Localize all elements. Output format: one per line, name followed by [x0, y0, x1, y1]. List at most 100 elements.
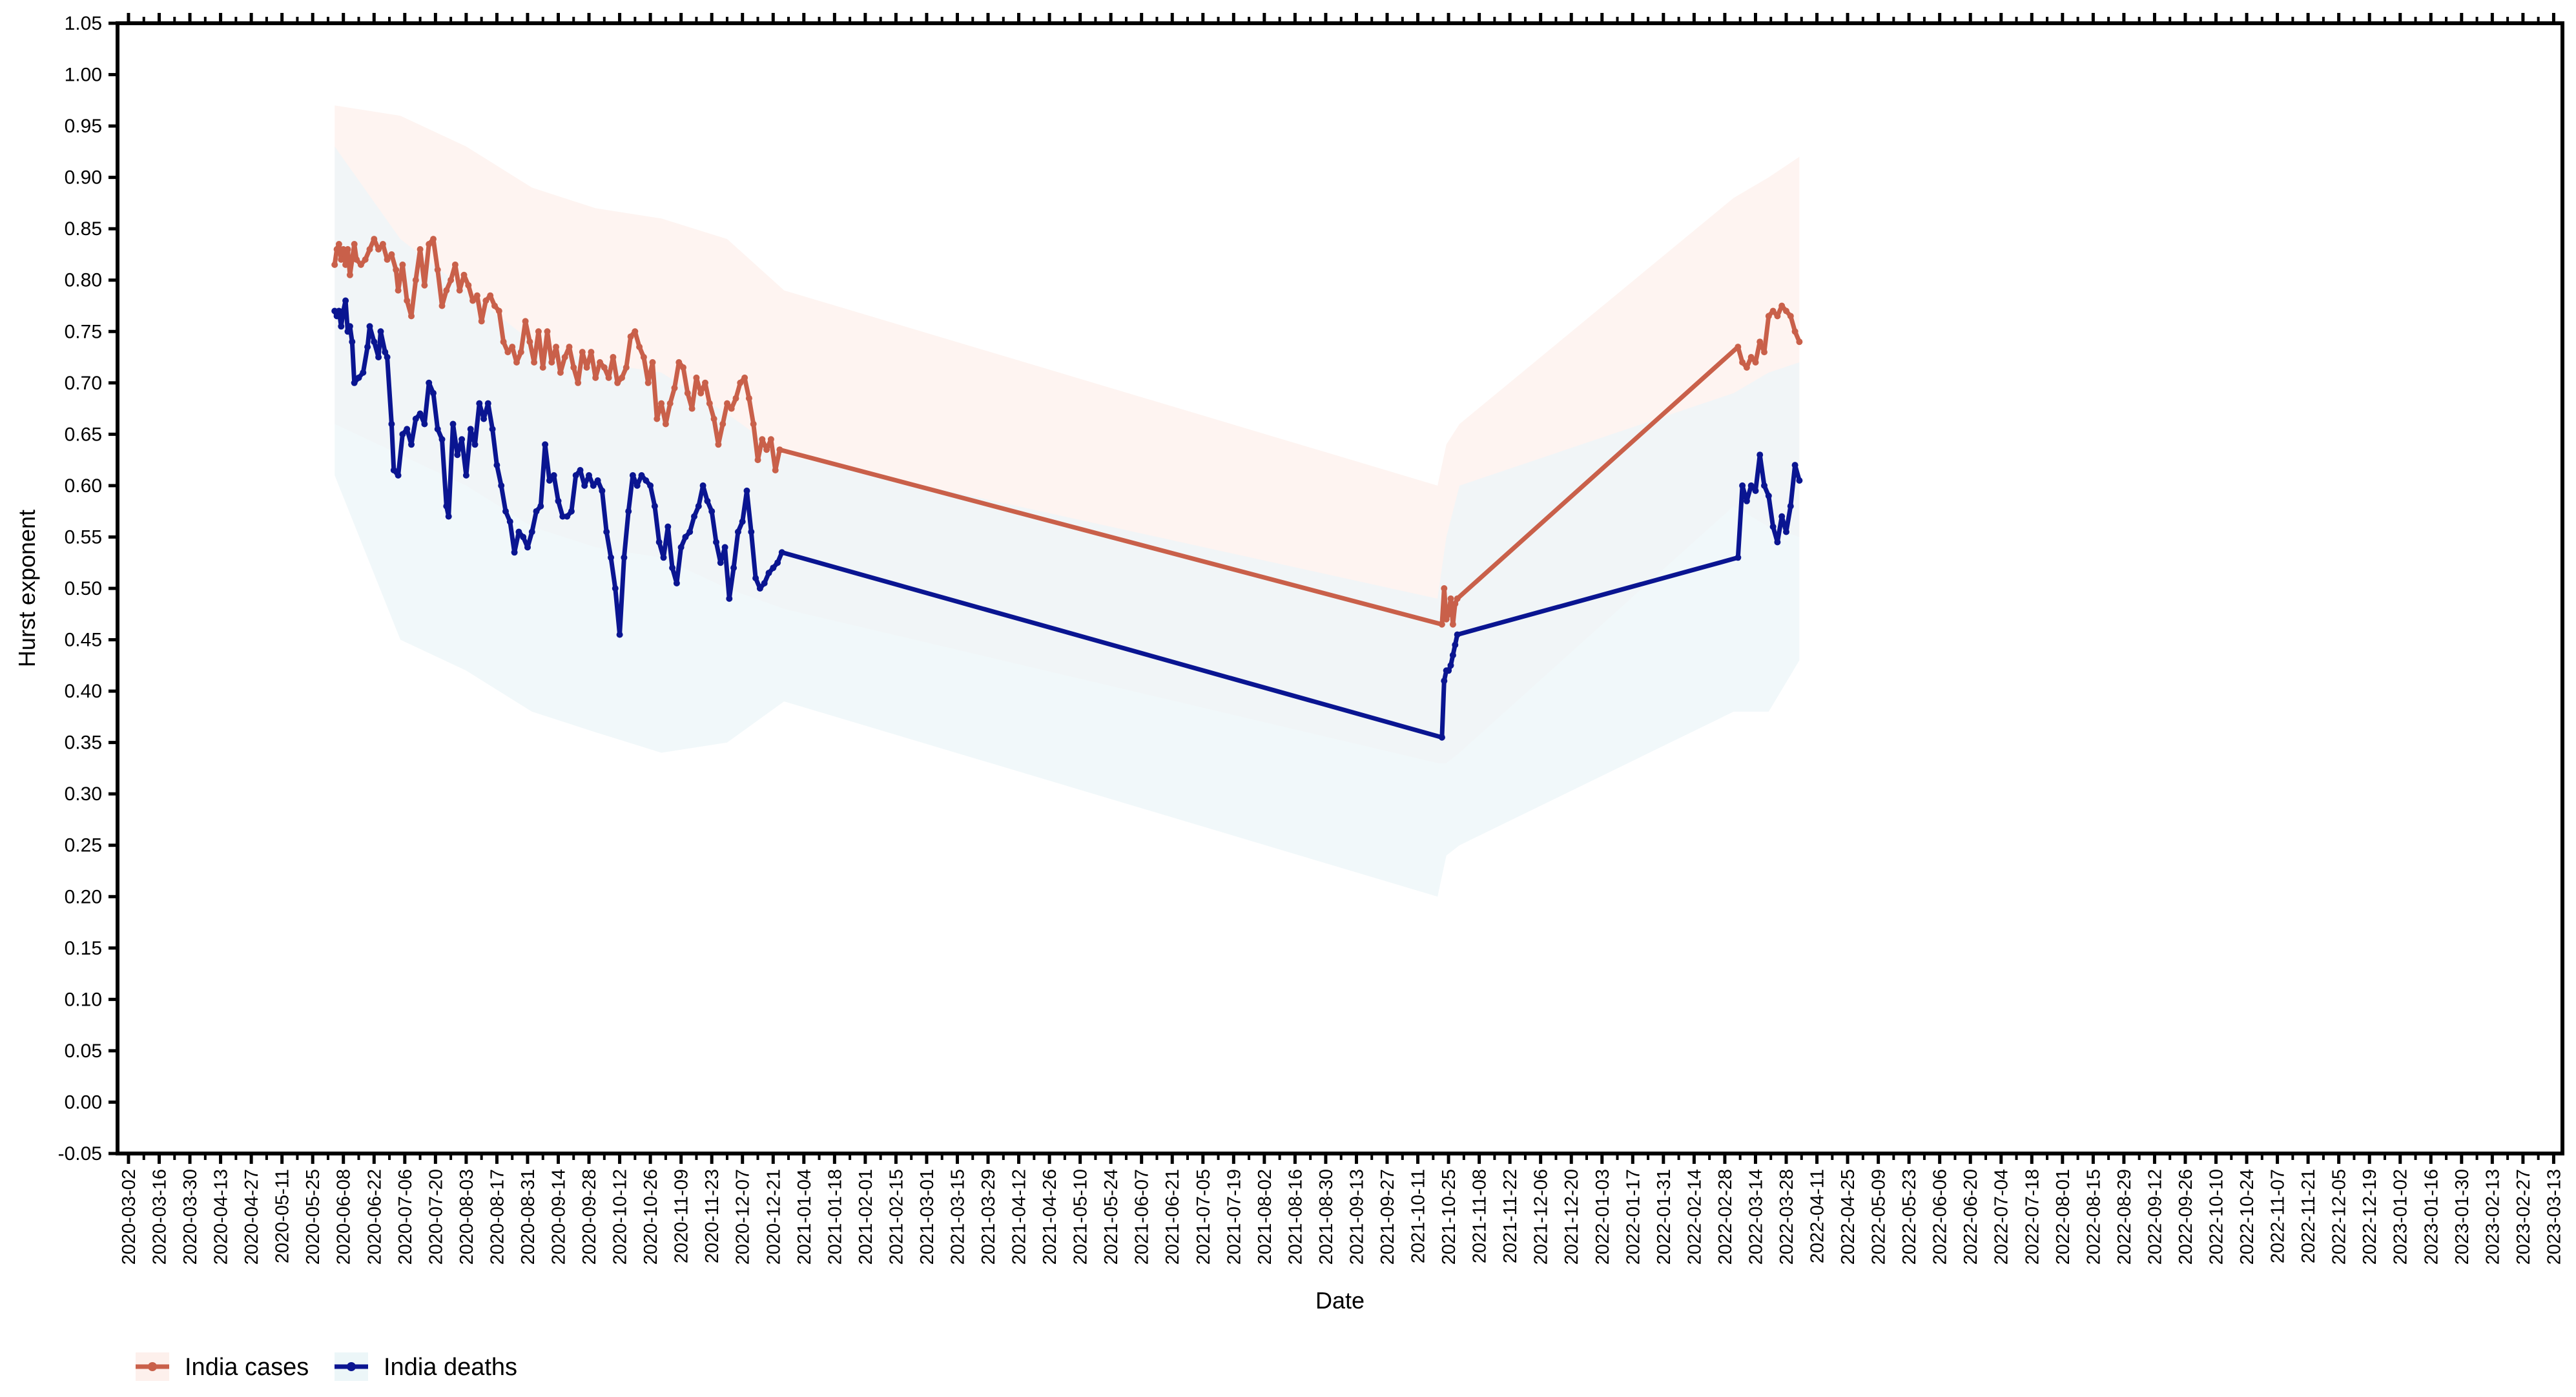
data-point-1-86: [677, 544, 685, 551]
data-point-1-9: [351, 379, 358, 386]
x-tick-label-43: 2021-10-25: [1439, 1169, 1459, 1265]
data-point-1-36: [459, 436, 466, 443]
x-tick-label-57: 2022-05-09: [1869, 1169, 1890, 1265]
data-point-0-85: [680, 364, 686, 371]
data-point-1-20: [390, 467, 397, 473]
data-point-0-69: [610, 354, 617, 360]
data-point-0-29: [434, 266, 441, 273]
data-point-0-98: [737, 379, 744, 386]
data-point-0-73: [627, 333, 634, 340]
data-point-0-45: [504, 349, 511, 356]
data-point-0-76: [640, 354, 647, 360]
y-tick-label-17: 0.80: [65, 270, 102, 291]
x-tick-label-36: 2021-07-19: [1224, 1169, 1244, 1265]
x-tick-label-0: 2020-03-02: [119, 1169, 139, 1265]
x-tick-label-1: 2020-03-16: [150, 1169, 170, 1265]
data-point-1-122: [1752, 487, 1759, 494]
data-point-1-3: [338, 323, 345, 330]
data-point-0-12: [362, 256, 369, 263]
y-tick-label-22: 1.05: [65, 13, 102, 34]
data-point-0-18: [388, 251, 395, 258]
x-tick-label-31: 2021-05-10: [1071, 1169, 1091, 1265]
x-tick-label-61: 2022-07-04: [1992, 1169, 2012, 1265]
x-tick-label-38: 2021-08-16: [1285, 1169, 1306, 1265]
data-point-1-1: [333, 313, 340, 320]
data-point-0-104: [763, 446, 770, 453]
x-tick-label-72: 2022-12-05: [2329, 1169, 2350, 1265]
data-point-1-114: [1447, 662, 1454, 669]
data-point-0-61: [575, 379, 582, 386]
x-tick-label-26: 2021-03-01: [917, 1169, 938, 1265]
data-point-1-4: [340, 307, 347, 315]
x-tick-label-12: 2020-08-17: [487, 1169, 508, 1265]
data-point-0-43: [495, 307, 502, 315]
y-tick-label-8: 0.35: [65, 732, 102, 754]
data-point-0-55: [548, 359, 555, 366]
data-point-1-125: [1765, 492, 1772, 499]
x-tick-label-22: 2021-01-04: [794, 1169, 815, 1265]
x-tick-label-5: 2020-05-11: [273, 1169, 293, 1263]
data-point-1-58: [555, 497, 562, 504]
data-point-1-85: [673, 580, 680, 586]
data-point-1-116: [1452, 641, 1459, 648]
x-tick-label-53: 2022-03-14: [1746, 1169, 1767, 1265]
data-point-1-77: [638, 472, 645, 479]
y-tick-label-12: 0.55: [65, 526, 102, 548]
data-point-1-80: [651, 502, 658, 510]
data-point-1-23: [404, 426, 411, 433]
data-point-0-16: [379, 241, 386, 247]
x-tick-label-74: 2023-01-02: [2391, 1169, 2411, 1265]
data-point-1-76: [634, 482, 641, 489]
data-point-1-102: [748, 528, 755, 535]
data-point-1-69: [603, 528, 610, 535]
x-tick-label-78: 2023-02-27: [2513, 1169, 2534, 1265]
data-point-1-79: [647, 482, 654, 489]
x-tick-label-65: 2022-08-29: [2114, 1169, 2135, 1265]
data-point-0-34: [456, 287, 463, 294]
x-axis-title: Date: [1315, 1287, 1365, 1314]
data-point-1-83: [665, 523, 672, 530]
data-point-0-66: [597, 359, 603, 366]
x-tick-label-52: 2022-02-28: [1715, 1169, 1736, 1265]
data-point-0-117: [1739, 359, 1746, 366]
data-point-1-8: [349, 338, 356, 346]
data-point-0-99: [741, 374, 748, 381]
x-tick-label-2: 2020-03-30: [180, 1169, 201, 1265]
data-point-0-120: [1752, 359, 1759, 366]
data-point-1-47: [506, 518, 513, 525]
data-point-1-91: [699, 482, 706, 489]
y-tick-label-14: 0.65: [65, 424, 102, 445]
data-point-0-46: [509, 344, 516, 351]
y-tick-label-10: 0.45: [65, 630, 102, 651]
y-axis-title: Hurst exponent: [14, 510, 40, 667]
data-point-1-106: [765, 570, 772, 577]
y-tick-label-11: 0.50: [65, 578, 102, 599]
data-point-1-73: [621, 554, 628, 561]
data-point-0-79: [654, 415, 661, 422]
data-point-1-24: [408, 441, 415, 448]
data-point-0-56: [553, 344, 560, 351]
data-point-1-115: [1449, 652, 1456, 659]
data-point-1-56: [546, 477, 553, 484]
data-point-1-71: [612, 585, 619, 592]
data-point-1-14: [371, 338, 378, 346]
y-tick-label-6: 0.25: [65, 835, 102, 856]
data-point-0-65: [592, 374, 599, 381]
y-axis: -0.05 0.00 0.05 0.10 0.15 0.20 0.25 0.30 0.35 0.4…: [58, 13, 118, 1164]
data-point-0-40: [482, 297, 489, 304]
data-point-0-54: [544, 328, 551, 335]
x-tick-label-54: 2022-03-28: [1777, 1169, 1797, 1265]
data-point-0-63: [583, 364, 590, 371]
data-point-0-23: [408, 313, 415, 320]
data-point-0-58: [561, 354, 568, 360]
data-point-1-119: [1739, 482, 1746, 489]
x-tick-label-23: 2021-01-18: [825, 1169, 845, 1265]
data-point-1-132: [1796, 477, 1803, 484]
data-point-1-88: [686, 528, 694, 535]
legend-swatch-point-1: [347, 1362, 356, 1371]
x-tick-label-42: 2021-10-11: [1408, 1169, 1429, 1263]
y-tick-label-19: 0.90: [65, 167, 102, 189]
data-point-0-81: [662, 420, 669, 428]
data-point-1-13: [366, 323, 373, 330]
legend-label-0: India cases: [185, 1354, 309, 1381]
